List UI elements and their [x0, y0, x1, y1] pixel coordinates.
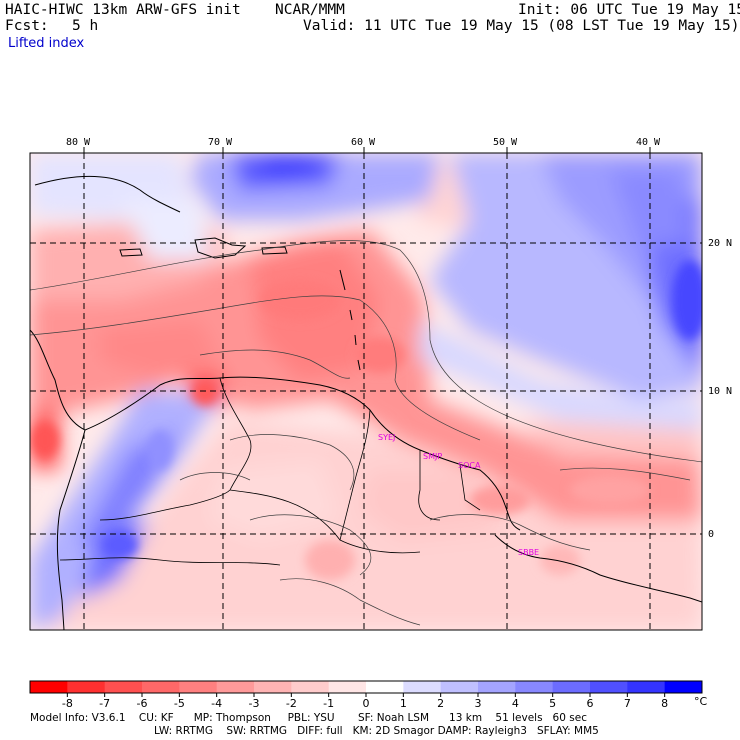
color-scale-label: 3 [475, 697, 482, 710]
contour-lines [30, 240, 702, 626]
color-scale-label: 1 [400, 697, 407, 710]
color-scale-swatch [664, 681, 703, 693]
color-scale-swatch [552, 681, 591, 693]
lat-label-0: 0 [708, 529, 714, 540]
color-scale-label: -4 [211, 697, 222, 710]
color-scale-label: -7 [99, 697, 110, 710]
color-scale-swatch [515, 681, 554, 693]
station-label-syej: SYEJ [378, 433, 395, 442]
color-scale-unit: °C [694, 695, 708, 708]
color-scale-label: 7 [624, 697, 631, 710]
lon-label-80w: 80 W [66, 137, 91, 148]
color-scale-swatch [142, 681, 180, 693]
color-scale-label: -8 [62, 697, 73, 710]
color-scale-label: 5 [549, 697, 556, 710]
model-info-line1: Model Info: V3.6.1 CU: KF MP: Thompson P… [30, 712, 587, 724]
color-scale-swatch [179, 681, 218, 693]
color-scale-label: 8 [661, 697, 668, 710]
color-scale-swatch [478, 681, 516, 693]
color-scale-label: 2 [437, 697, 444, 710]
station-label-smjp: SMJP [423, 452, 442, 461]
lat-lon-grid [30, 153, 702, 630]
field-name: Lifted index [8, 36, 85, 51]
lon-label-50w: 50 W [493, 137, 518, 148]
color-scale-swatch [328, 681, 367, 693]
map-field: SYEJ SMJP SOCA SBBE [30, 153, 702, 630]
station-label-sbbe: SBBE [518, 548, 539, 557]
lon-label-40w: 40 W [636, 137, 661, 148]
color-scale-label: -2 [286, 697, 297, 710]
color-scale-swatch [440, 681, 479, 693]
color-scale-label: -1 [323, 697, 334, 710]
forecast-label: Fcst: [5, 18, 49, 34]
color-scale-label: -6 [137, 697, 148, 710]
color-scale-labels: -8 -7 -6 -5 -4 -3 -2 -1 0 1 2 3 4 5 6 7 8 [62, 693, 668, 710]
coastlines [30, 175, 702, 630]
color-scale-swatch [30, 681, 68, 693]
color-scale-label: -3 [249, 697, 260, 710]
model-title: HAIC-HIWC 13km ARW-GFS init [5, 2, 241, 18]
color-scale-label: 6 [587, 697, 594, 710]
color-scale-bar [29, 680, 703, 694]
station-label-soca: SOCA [458, 461, 481, 470]
color-scale-swatch [291, 681, 330, 693]
color-scale-swatch [403, 681, 442, 693]
init-time: Init: 06 UTC Tue 19 May 15 [518, 2, 740, 18]
lat-label-10n: 10 N [708, 386, 732, 397]
color-scale-swatch [627, 681, 666, 693]
color-scale-swatch [104, 681, 143, 693]
valid-time: Valid: 11 UTC Tue 19 May 15 (08 LST Tue … [303, 18, 740, 34]
axis-ticks [83, 147, 651, 153]
color-scale-swatch [67, 681, 106, 693]
forecast-hours: 5 h [72, 18, 99, 34]
lat-label-20n: 20 N [708, 238, 732, 249]
color-scale-swatch [216, 681, 255, 693]
color-scale-label: -5 [174, 697, 185, 710]
organization-label: NCAR/MMM [275, 2, 345, 18]
color-scale-label: 0 [363, 697, 370, 710]
lon-label-60w: 60 W [351, 137, 376, 148]
color-scale-swatch [366, 681, 404, 693]
color-scale-label: 4 [512, 697, 519, 710]
color-scale-swatch [254, 681, 292, 693]
lon-label-70w: 70 W [208, 137, 233, 148]
color-scale-swatch [590, 681, 628, 693]
country-borders [59, 377, 481, 566]
model-info-line2: LW: RRTMG SW: RRTMG DIFF: full KM: 2D Sm… [154, 725, 599, 737]
